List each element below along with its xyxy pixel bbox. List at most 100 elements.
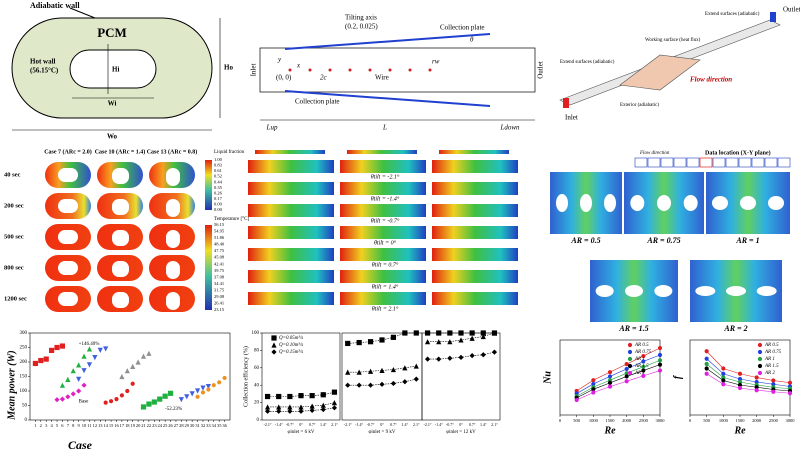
x-tick-label: 28 bbox=[179, 423, 184, 428]
marker bbox=[222, 375, 227, 381]
label: Outlet bbox=[537, 61, 545, 79]
series-line bbox=[706, 368, 791, 392]
contour-strip bbox=[340, 270, 426, 283]
x-tick-label: -2.1° bbox=[344, 422, 352, 427]
colorbar-title: Temperature [°C] bbox=[214, 217, 249, 222]
marker bbox=[657, 352, 663, 358]
x-tick-label: 15 bbox=[109, 423, 114, 428]
marker bbox=[757, 363, 763, 369]
colorbar-label: 42.41 bbox=[214, 261, 224, 266]
tube bbox=[712, 196, 728, 210]
marker bbox=[607, 380, 613, 385]
x-tick-label: -1.4° bbox=[355, 422, 363, 427]
plot-frame bbox=[421, 332, 501, 421]
legend-label: AR 1 bbox=[764, 357, 775, 362]
marker bbox=[754, 379, 759, 385]
wires bbox=[288, 68, 432, 72]
x-axis-label: φinlet = 12 kV bbox=[446, 430, 476, 435]
marker bbox=[59, 396, 66, 402]
marker bbox=[65, 394, 71, 400]
marker bbox=[413, 376, 419, 382]
ar-label: AR = 2 bbox=[723, 324, 747, 333]
marker bbox=[81, 382, 87, 388]
ar-label: AR = 0.75 bbox=[646, 236, 680, 245]
label: Hi bbox=[112, 66, 119, 74]
label: Extend surfaces (adiabatic) bbox=[705, 12, 760, 17]
marker bbox=[135, 359, 141, 365]
hole bbox=[112, 261, 129, 277]
marker bbox=[591, 387, 596, 392]
marker bbox=[331, 405, 338, 411]
contour-strip bbox=[340, 204, 426, 217]
marker bbox=[757, 356, 763, 362]
tube bbox=[726, 286, 746, 296]
x-tick-label: 2.1° bbox=[413, 422, 420, 427]
x-tick-label: 2.1° bbox=[331, 422, 338, 427]
colorbar-label: 0.26 bbox=[214, 190, 223, 195]
marker bbox=[59, 382, 66, 388]
marker bbox=[657, 368, 663, 373]
marker bbox=[737, 379, 743, 385]
channel bbox=[259, 47, 536, 93]
x-tick-label: 20 bbox=[136, 423, 141, 428]
marker bbox=[624, 379, 629, 384]
channel-diagram: Tilting axis (0.2, 0.025) Collection pla… bbox=[250, 14, 545, 132]
hole bbox=[112, 230, 129, 246]
cell bbox=[751, 157, 765, 168]
x-axis-label: φinlet = 9 kV bbox=[369, 430, 396, 435]
marker bbox=[264, 408, 271, 414]
marker bbox=[320, 406, 326, 413]
marker bbox=[469, 353, 475, 359]
x-tick-label: 3 bbox=[45, 423, 48, 428]
marker bbox=[641, 353, 646, 359]
marker bbox=[309, 393, 315, 399]
y-tick-label: 0 bbox=[25, 418, 28, 423]
marker bbox=[379, 337, 385, 343]
marker bbox=[151, 399, 157, 405]
label: x bbox=[296, 62, 301, 70]
label: Flow direction bbox=[690, 76, 732, 84]
x-tick-label: -0.7° bbox=[286, 422, 294, 427]
x-tick-label: 7 bbox=[67, 423, 70, 428]
marker bbox=[200, 385, 206, 391]
x-tick-label: 500 bbox=[573, 418, 581, 423]
marker bbox=[627, 356, 633, 362]
marker bbox=[424, 339, 431, 345]
marker bbox=[195, 394, 200, 399]
marker bbox=[480, 330, 486, 336]
column-header: Case 10 (ARc = 1.4) bbox=[95, 148, 146, 155]
marker bbox=[721, 366, 726, 371]
x-tick-label: 0.7° bbox=[469, 422, 476, 427]
colorbar-label: 0.17 bbox=[214, 196, 223, 201]
colorbar bbox=[255, 150, 325, 154]
series-line bbox=[706, 351, 791, 384]
marker bbox=[627, 370, 633, 376]
label: Tilting axis bbox=[345, 14, 377, 22]
row-label: 200 sec bbox=[4, 202, 24, 209]
hole bbox=[166, 199, 180, 217]
hole bbox=[58, 292, 78, 306]
colorbar bbox=[347, 150, 417, 154]
x-tick-label: 0° bbox=[299, 422, 303, 427]
contour-strip bbox=[340, 226, 426, 239]
marker bbox=[287, 408, 293, 414]
marker bbox=[140, 404, 147, 410]
legend-label: Q=0.05m³/s bbox=[279, 335, 303, 341]
marker bbox=[287, 404, 293, 410]
label: PCM bbox=[97, 25, 127, 40]
contour-strip bbox=[340, 248, 426, 261]
legend-label: AR 0.5 bbox=[764, 343, 779, 348]
x-tick-label: 0 bbox=[689, 418, 692, 423]
marker bbox=[757, 342, 763, 348]
colorbar-label: 47.75 bbox=[214, 248, 225, 253]
marker bbox=[721, 382, 726, 387]
contour-strip bbox=[248, 270, 334, 283]
hole bbox=[112, 168, 129, 184]
marker bbox=[721, 371, 726, 376]
label: Exterior (adiabatic) bbox=[620, 103, 659, 108]
outlet-face bbox=[770, 12, 776, 22]
marker bbox=[309, 403, 315, 409]
marker bbox=[491, 330, 498, 336]
legend-label: AR 1.5 bbox=[634, 364, 649, 369]
tilt-label: θtilt = 0° bbox=[374, 239, 397, 246]
